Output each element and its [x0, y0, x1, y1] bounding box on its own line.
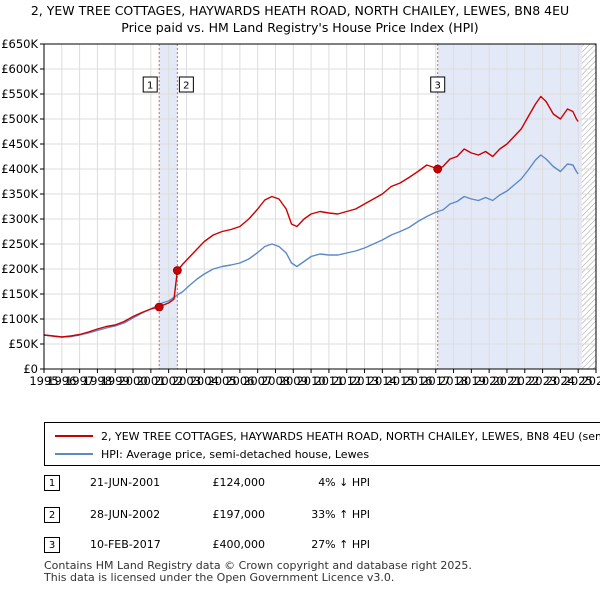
chart-legend: 2, YEW TREE COTTAGES, HAYWARDS HEATH ROA… — [44, 422, 600, 466]
transaction-price: £197,000 — [212, 508, 266, 521]
y-tick-label: £300K — [1, 212, 38, 226]
shaded-region — [437, 44, 582, 369]
y-tick-label: £100K — [1, 312, 38, 326]
transaction-date: 21-JUN-2001 — [90, 476, 161, 489]
sale-badge-label: 3 — [435, 81, 441, 92]
transaction-row: 1 21-JUN-2001 £124,000 4% ↓ HPI — [0, 475, 600, 495]
transaction-date: 28-JUN-2002 — [90, 508, 161, 521]
x-tick-label: 2021 — [492, 374, 521, 388]
sale-badge-box — [142, 76, 158, 93]
x-tick-label: 1997 — [65, 374, 94, 388]
x-tick-label: 2010 — [296, 374, 325, 388]
sale-point — [172, 266, 182, 275]
x-tick-label: 2019 — [457, 374, 486, 388]
price-chart: 1995199619971998199920002001200220032004… — [1, 37, 600, 388]
x-tick-label: 2026 — [581, 374, 600, 388]
x-tick-label: 2003 — [172, 374, 201, 388]
y-tick-label: £600K — [1, 62, 38, 76]
legend-swatch-property — [55, 435, 93, 437]
sale-point — [433, 164, 443, 174]
x-tick-label: 2023 — [528, 374, 557, 388]
y-tick-label: £250K — [1, 237, 38, 251]
transaction-price: £400,000 — [212, 538, 266, 551]
chart-title: 2, YEW TREE COTTAGES, HAYWARDS HEATH ROA… — [30, 3, 570, 18]
property-series-line — [44, 95, 579, 338]
sale-badge-label: 2 — [183, 81, 189, 92]
x-tick-label: 2020 — [475, 374, 504, 388]
y-tick-label: £350K — [1, 187, 38, 201]
x-tick-label: 2025 — [564, 374, 593, 388]
x-tick-label: 2001 — [136, 374, 165, 388]
y-tick-label: £0 — [23, 362, 38, 376]
x-tick-label: 2000 — [118, 374, 147, 388]
sale-point — [154, 302, 164, 312]
legend-swatch-hpi — [55, 453, 93, 455]
x-tick-label: 2014 — [368, 374, 397, 388]
forecast-hatch — [581, 44, 596, 369]
x-tick-label: 1999 — [101, 374, 130, 388]
sale-badge-label: 1 — [147, 81, 153, 92]
x-tick-label: 2024 — [546, 374, 575, 388]
footer-copyright: Contains HM Land Registry data © Crown c… — [44, 559, 472, 572]
chart-subtitle: Price paid vs. HM Land Registry's House … — [121, 20, 479, 35]
transaction-date: 10-FEB-2017 — [90, 538, 161, 551]
x-tick-label: 1996 — [47, 374, 76, 388]
transaction-row: 3 10-FEB-2017 £400,000 27% ↑ HPI — [0, 537, 600, 557]
transaction-number: 2 — [44, 507, 60, 523]
x-tick-label: 2004 — [190, 374, 219, 388]
y-tick-label: £150K — [1, 287, 38, 301]
footer-licence: This data is licensed under the Open Gov… — [44, 571, 395, 584]
y-tick-label: £200K — [1, 262, 38, 276]
legend-label-property: 2, YEW TREE COTTAGES, HAYWARDS HEATH ROA… — [101, 429, 600, 443]
sale-badge-box — [178, 76, 194, 93]
x-tick-label: 2005 — [207, 374, 236, 388]
x-tick-label: 2012 — [332, 374, 361, 388]
transaction-hpi: 27% ↑ HPI — [311, 538, 370, 551]
y-tick-label: £550K — [1, 87, 38, 101]
x-tick-label: 2016 — [403, 374, 432, 388]
x-tick-label: 1998 — [83, 374, 112, 388]
x-tick-label: 2017 — [421, 374, 450, 388]
transaction-price: £124,000 — [212, 476, 266, 489]
transaction-number: 3 — [44, 537, 60, 553]
sale-badge: 2 — [178, 76, 194, 93]
y-tick-label: £50K — [9, 337, 39, 351]
legend-label-hpi: HPI: Average price, semi-detached house,… — [101, 447, 370, 461]
x-tick-label: 2018 — [439, 374, 468, 388]
x-tick-label: 2013 — [350, 374, 379, 388]
transaction-hpi: 4% ↓ HPI — [318, 476, 370, 489]
transaction-hpi: 33% ↑ HPI — [311, 508, 370, 521]
plot-frame — [43, 43, 597, 370]
x-tick-label: 1995 — [29, 374, 58, 388]
y-tick-label: £500K — [1, 112, 38, 126]
y-tick-label: £400K — [1, 162, 38, 176]
legend-item-hpi: HPI: Average price, semi-detached house,… — [45, 446, 369, 462]
x-tick-label: 2002 — [154, 374, 183, 388]
x-tick-label: 2007 — [243, 374, 272, 388]
x-tick-label: 2022 — [510, 374, 539, 388]
y-tick-label: £450K — [1, 137, 38, 151]
sale-badge-box — [430, 76, 446, 93]
transaction-row: 2 28-JUN-2002 £197,000 33% ↑ HPI — [0, 507, 600, 527]
x-tick-label: 2008 — [261, 374, 290, 388]
x-tick-label: 2006 — [225, 374, 254, 388]
x-tick-label: 2015 — [385, 374, 414, 388]
y-tick-label: £650K — [1, 37, 38, 51]
sale-badge: 3 — [430, 76, 446, 93]
sale-badge: 1 — [142, 76, 158, 93]
footer: Contains HM Land Registry data © Crown c… — [44, 560, 472, 584]
x-tick-label: 2009 — [279, 374, 308, 388]
legend-item-property: 2, YEW TREE COTTAGES, HAYWARDS HEATH ROA… — [45, 428, 600, 444]
transaction-number: 1 — [44, 475, 60, 491]
x-tick-label: 2011 — [314, 374, 343, 388]
